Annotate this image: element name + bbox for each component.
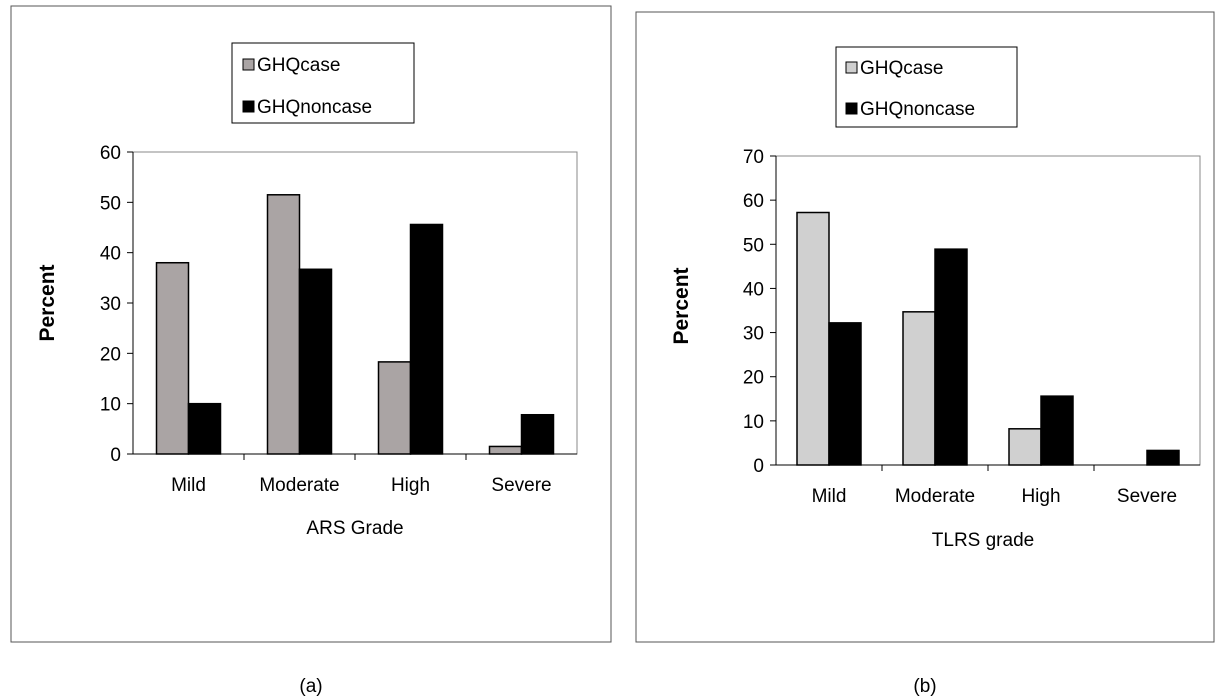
x-tick-label: Moderate	[895, 486, 975, 507]
bar-ghqnoncase-high	[1040, 395, 1074, 466]
legend-label-ghqnoncase: GHQnoncase	[257, 97, 372, 118]
y-tick-label: 50	[100, 193, 121, 214]
bar-ghqnoncase-mild	[187, 402, 222, 455]
x-tick-label: Severe	[1117, 486, 1177, 507]
bar-ghqcase-high	[1008, 428, 1042, 466]
y-tick-label: 10	[100, 395, 121, 416]
x-tick-label: Mild	[171, 475, 206, 496]
bar-ghqcase-moderate	[902, 311, 936, 466]
chart-caption: (b)	[913, 676, 936, 697]
bar-ghqcase-mild	[155, 261, 190, 455]
legend-swatch-ghqnoncase	[242, 100, 255, 113]
legend-box	[835, 46, 1018, 128]
legend-box	[231, 42, 415, 124]
x-ticks: Mild Moderate High Severe	[812, 465, 1177, 507]
legend-swatch-ghqcase	[845, 61, 858, 74]
legend-label-ghqnoncase: GHQnoncase	[860, 99, 975, 120]
y-tick-label: 30	[100, 294, 121, 315]
y-axis-title: Percent	[670, 267, 693, 344]
legend-label-ghqcase: GHQcase	[257, 55, 340, 76]
x-axis-title: TLRS grade	[932, 530, 1034, 551]
bar-ghqcase-moderate	[266, 194, 301, 455]
y-tick-label: 40	[743, 279, 764, 300]
legend-label-ghqcase: GHQcase	[860, 58, 943, 79]
legend: GHQcase GHQnoncase	[231, 42, 415, 124]
y-tick-label: 40	[100, 244, 121, 265]
bar-ghqcase-high	[377, 361, 412, 455]
bars	[796, 211, 1180, 466]
y-tick-label: 60	[743, 191, 764, 212]
y-tick-label: 50	[743, 235, 764, 256]
x-axis-title: ARS Grade	[306, 518, 403, 539]
y-ticks: 0 10 20 30 40 50 60 70	[743, 147, 776, 477]
bar-ghqnoncase-moderate	[298, 268, 333, 455]
y-tick-label: 20	[743, 368, 764, 389]
y-tick-label: 70	[743, 147, 764, 168]
x-tick-label: High	[391, 475, 430, 496]
y-ticks: 0 10 20 30 40 50 60	[100, 143, 133, 466]
y-tick-label: 0	[110, 445, 121, 466]
bar-ghqnoncase-severe	[520, 413, 555, 455]
bar-ghqcase-mild	[796, 211, 830, 466]
bars	[155, 194, 555, 455]
bar-ghqcase-severe	[488, 445, 523, 455]
chart-a: GHQcase GHQnoncase 0 10 20 30 40 50 60 Mild Mod…	[10, 5, 612, 697]
y-tick-label: 10	[743, 412, 764, 433]
x-ticks: Mild Moderate High Severe	[171, 454, 552, 496]
bar-ghqnoncase-mild	[828, 322, 862, 466]
y-tick-label: 20	[100, 344, 121, 365]
x-tick-label: Moderate	[259, 475, 339, 496]
legend-swatch-ghqcase	[242, 58, 255, 71]
x-tick-label: High	[1021, 486, 1060, 507]
y-tick-label: 30	[743, 324, 764, 345]
x-tick-label: Severe	[491, 475, 551, 496]
x-tick-label: Mild	[812, 486, 847, 507]
legend-swatch-ghqnoncase	[845, 102, 858, 115]
bar-ghqnoncase-severe	[1146, 449, 1180, 466]
y-axis-title: Percent	[36, 264, 59, 341]
bar-ghqnoncase-high	[409, 223, 444, 455]
chart-caption: (a)	[299, 676, 322, 697]
bar-ghqnoncase-moderate	[934, 248, 968, 466]
y-tick-label: 0	[753, 456, 764, 477]
y-tick-label: 60	[100, 143, 121, 164]
legend: GHQcase GHQnoncase	[835, 46, 1018, 128]
